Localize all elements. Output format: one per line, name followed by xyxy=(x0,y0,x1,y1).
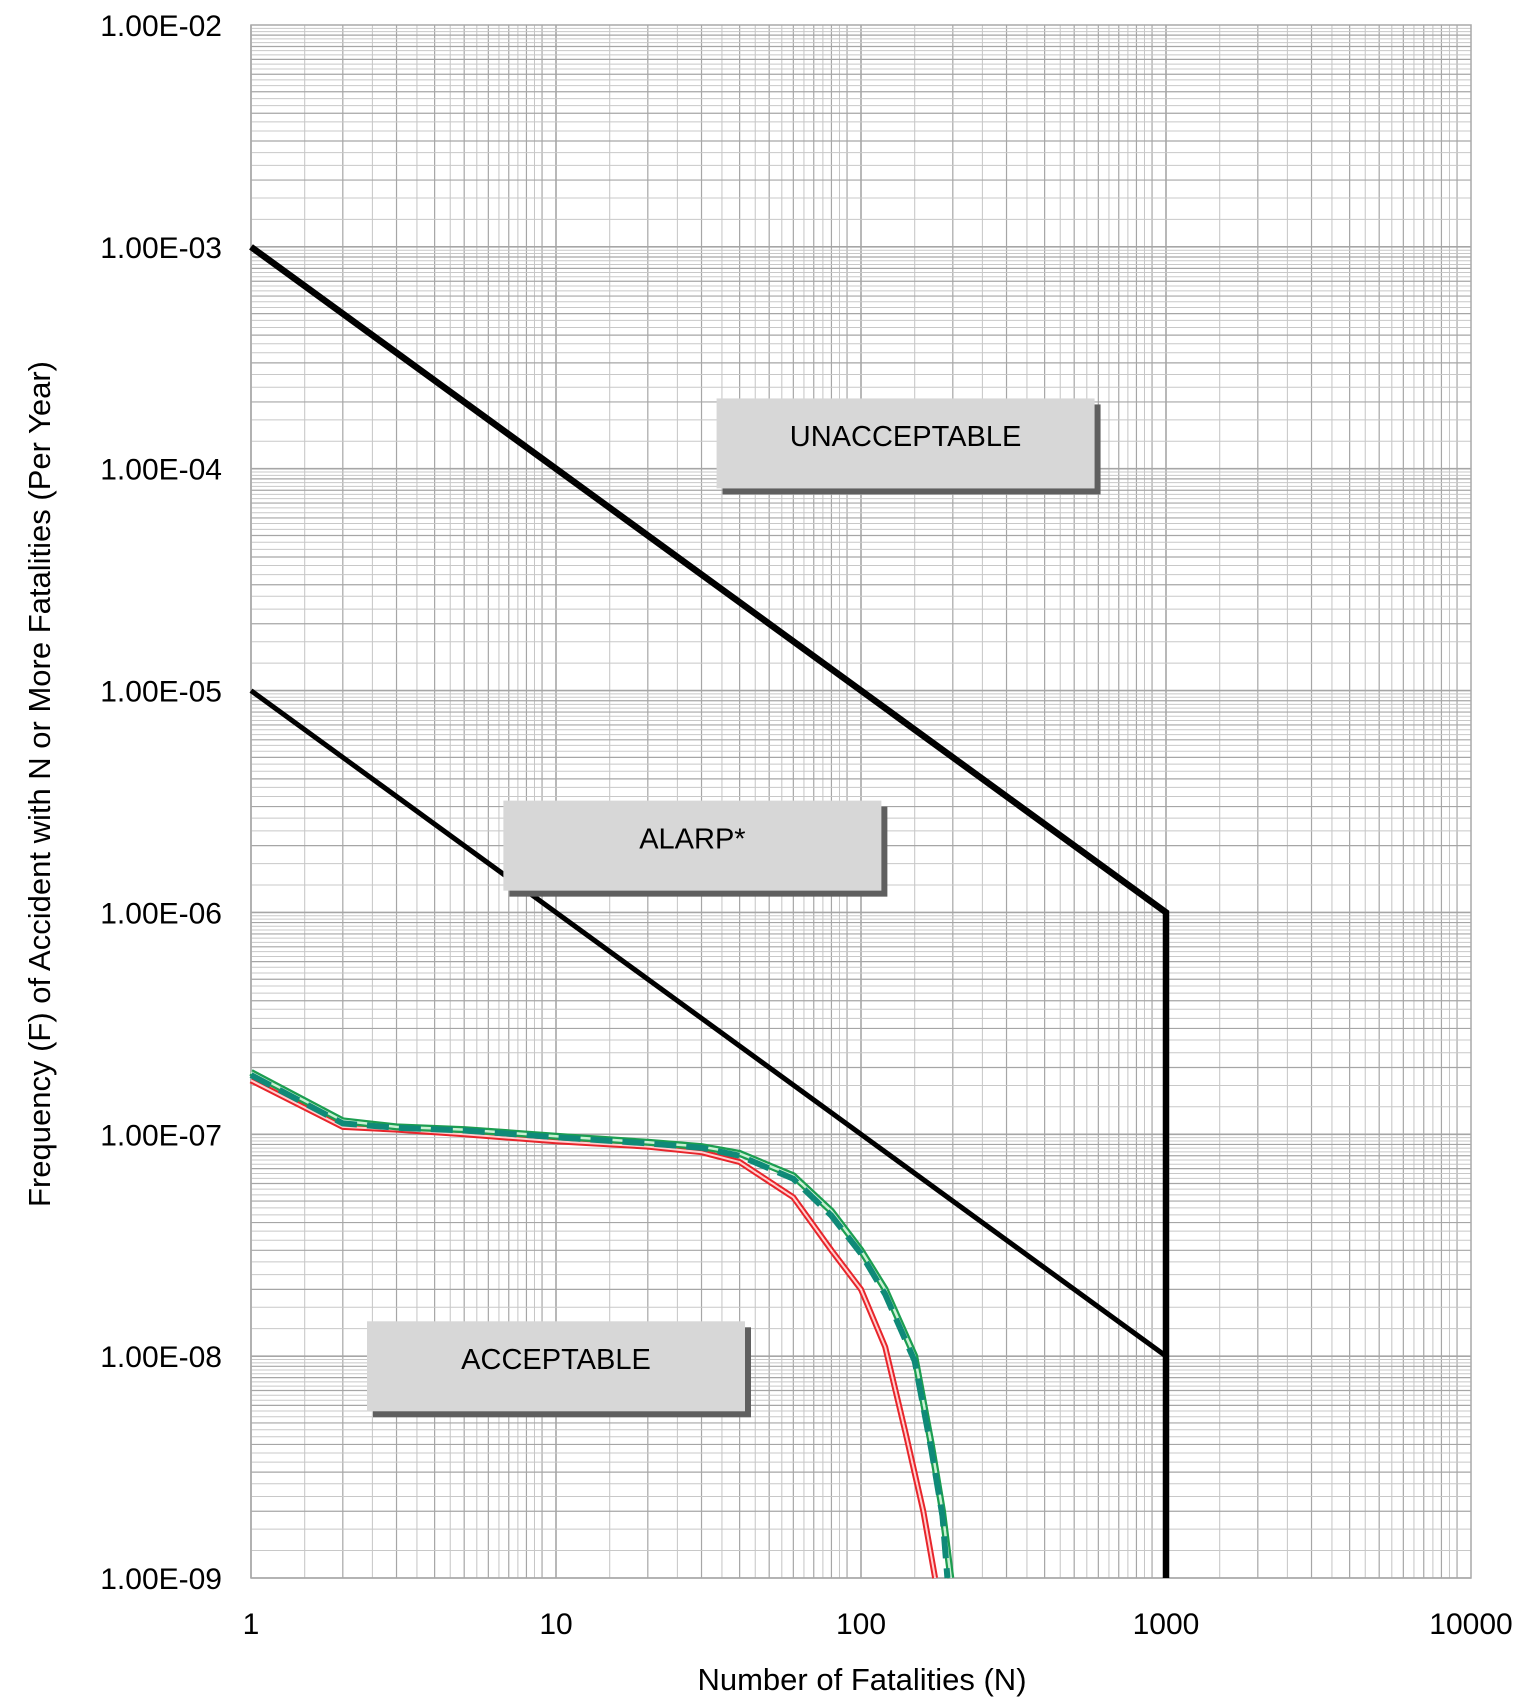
region-label-alarp: ALARP* xyxy=(503,800,888,897)
teal-dashed-fn-curve xyxy=(249,1072,951,1579)
x-axis-ticks: 1 10 100 1000 10000 xyxy=(243,1608,1513,1641)
region-label-text: ACCEPTABLE xyxy=(461,1344,651,1376)
region-labels: UNACCEPTABLE ALARP* ACCEPTABLE xyxy=(367,398,1101,1418)
y-tick-label: 1.00E-04 xyxy=(100,454,222,487)
region-label-text: UNACCEPTABLE xyxy=(790,421,1022,453)
x-axis-title: Number of Fatalities (N) xyxy=(697,1662,1026,1697)
acceptable-boundary-line xyxy=(249,688,1168,1359)
y-tick-label: 1.00E-05 xyxy=(100,676,222,709)
y-tick-label: 1.00E-07 xyxy=(100,1119,222,1152)
y-tick-label: 1.00E-06 xyxy=(100,897,222,930)
y-tick-label: 1.00E-02 xyxy=(100,10,222,43)
region-label-unacceptable: UNACCEPTABLE xyxy=(716,398,1101,495)
x-tick-label: 10000 xyxy=(1429,1608,1512,1641)
plot-area xyxy=(250,24,1472,1579)
region-label-acceptable: ACCEPTABLE xyxy=(367,1321,751,1418)
y-axis-title: Frequency (F) of Accident with N or More… xyxy=(22,361,57,1207)
label-box xyxy=(503,800,882,891)
y-axis-ticks: 1.00E-02 1.00E-03 1.00E-04 1.00E-05 1.00E-06… xyxy=(100,10,222,1596)
unacceptable-boundary-line xyxy=(249,244,1170,1578)
y-tick-label: 1.00E-08 xyxy=(100,1341,222,1374)
series xyxy=(249,244,1170,1579)
y-tick-label: 1.00E-09 xyxy=(100,1563,222,1596)
y-tick-label: 1.00E-03 xyxy=(100,232,222,265)
x-tick-label: 100 xyxy=(836,1608,886,1641)
x-tick-label: 1 xyxy=(243,1608,260,1641)
label-box xyxy=(367,1321,745,1412)
label-box xyxy=(716,398,1095,489)
x-tick-label: 1000 xyxy=(1133,1608,1200,1641)
x-tick-label: 10 xyxy=(539,1608,572,1641)
region-label-text: ALARP* xyxy=(639,823,745,855)
